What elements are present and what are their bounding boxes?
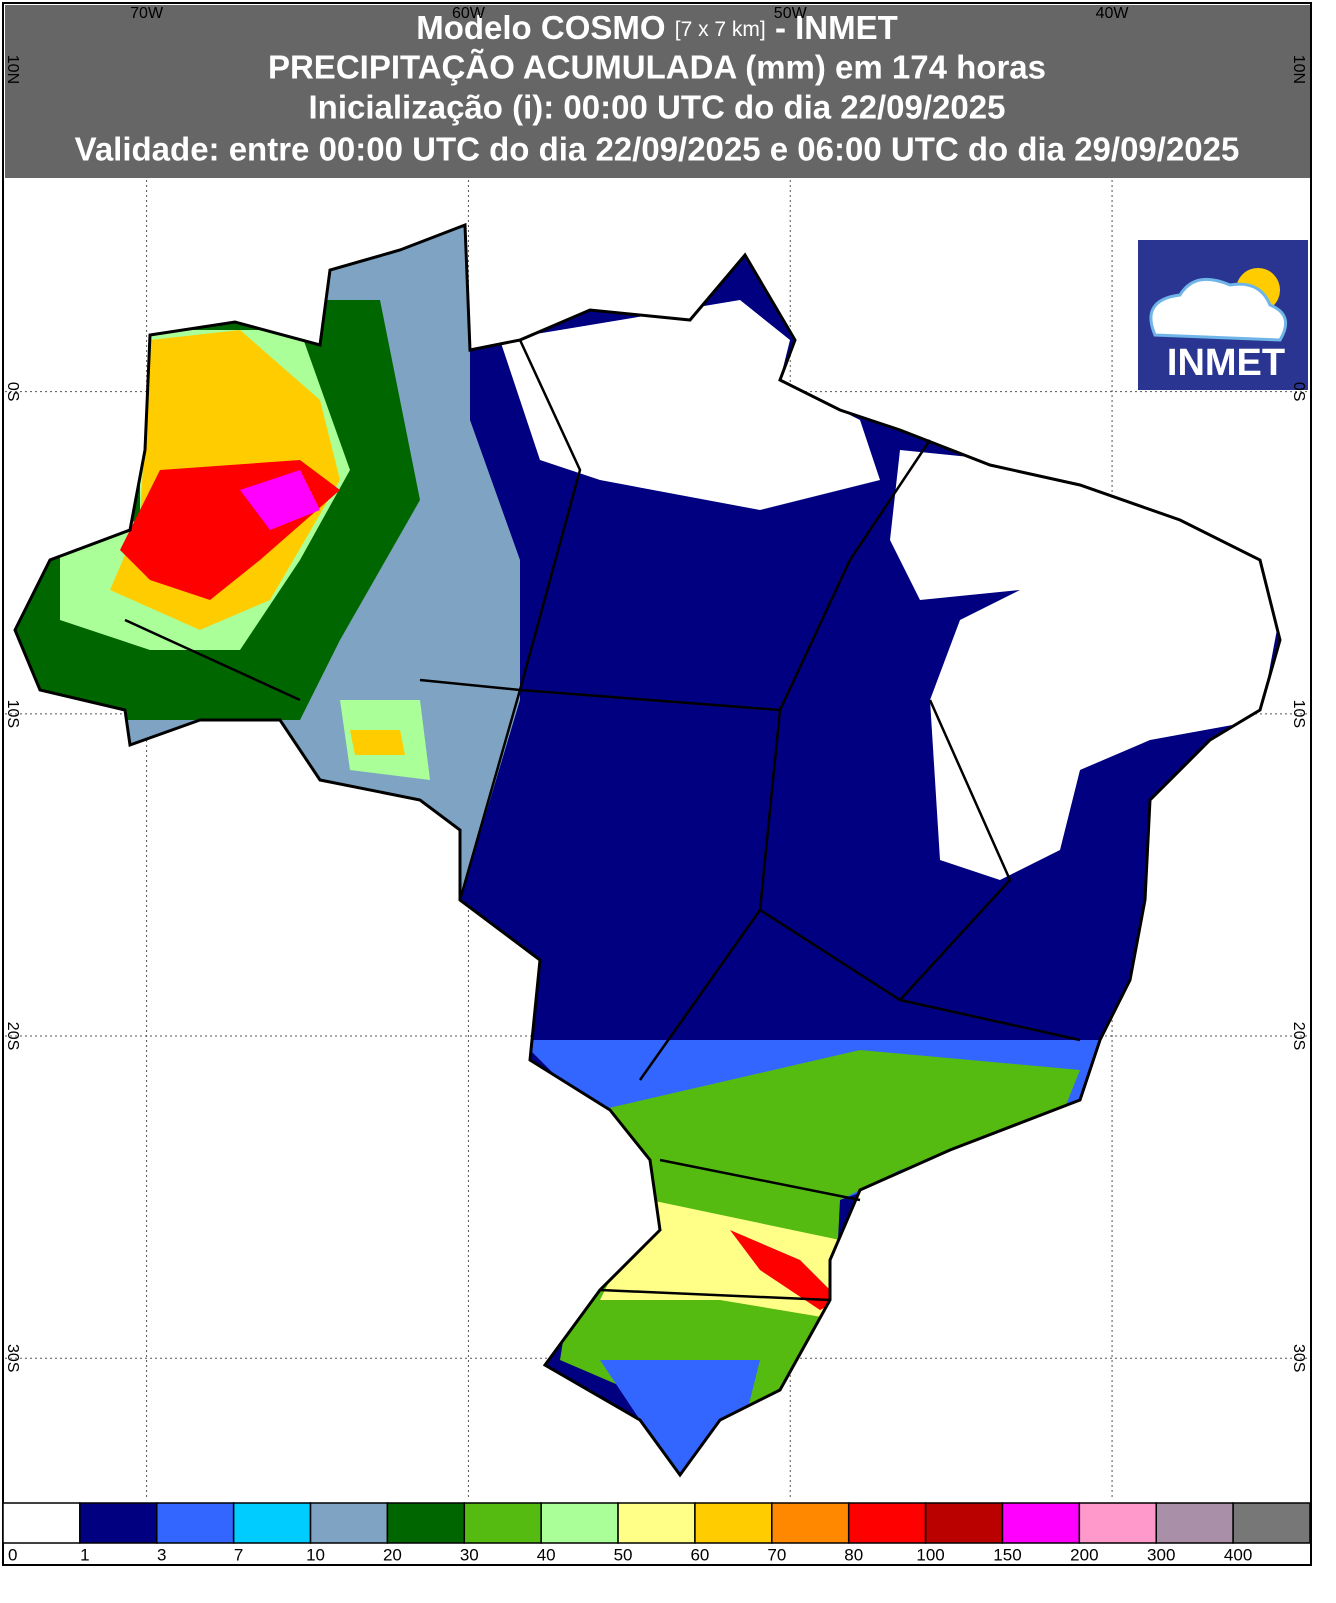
- lon-label: 70W: [130, 5, 164, 22]
- legend-label: 1: [80, 1545, 89, 1564]
- header-band: [5, 5, 1310, 178]
- legend-swatch: [1232, 1502, 1311, 1544]
- legend-swatch: [771, 1502, 850, 1544]
- lat-label: 10S: [1290, 700, 1307, 728]
- legend-label: 60: [690, 1545, 709, 1564]
- title-suffix: - INMET: [775, 9, 898, 46]
- legend-label: 150: [993, 1545, 1021, 1564]
- legend-swatch: [463, 1502, 542, 1544]
- title-main: Modelo COSMO: [416, 9, 665, 46]
- legend-swatch: [2, 1502, 81, 1544]
- dry-zone: [890, 450, 1280, 880]
- field-zone: [730, 1230, 840, 1310]
- legend-label: 30: [460, 1545, 479, 1564]
- lon-label: 50W: [774, 5, 808, 22]
- legend-label: 300: [1147, 1545, 1175, 1564]
- legend-label: 70: [767, 1545, 786, 1564]
- lon-label: 60W: [452, 5, 486, 22]
- legend-label: 0: [8, 1545, 17, 1564]
- lat-label: 10S: [4, 700, 21, 728]
- legend-label: 40: [537, 1545, 556, 1564]
- dry-zone: [500, 300, 880, 510]
- legend-label: 100: [916, 1545, 944, 1564]
- title-line: Inicialização (i): 00:00 UTC do dia 22/0…: [309, 89, 1006, 126]
- legend-swatch: [79, 1502, 158, 1544]
- field-zone: [560, 1050, 1080, 1420]
- legend-swatch: [156, 1502, 235, 1544]
- legend-label: 80: [844, 1545, 863, 1564]
- lat-label: 0S: [1290, 382, 1307, 402]
- lat-label: 30S: [1290, 1344, 1307, 1372]
- title-line: Validade: entre 00:00 UTC do dia 22/09/2…: [75, 131, 1240, 168]
- legend-swatch: [847, 1502, 927, 1544]
- legend-label: 20: [383, 1545, 402, 1564]
- legend-swatch: [232, 1502, 312, 1544]
- legend-swatch: [617, 1502, 696, 1544]
- state-borders: [124, 339, 1081, 1302]
- legend-swatch: [309, 1502, 389, 1544]
- logo-text: INMET: [1167, 342, 1285, 384]
- field-zone: [350, 730, 405, 755]
- lat-label: 10N: [4, 55, 21, 84]
- legend-label: 10: [306, 1545, 325, 1564]
- title-line: Modelo COSMO [7 x 7 km] - INMET: [416, 9, 898, 46]
- legend-label: 200: [1070, 1545, 1098, 1564]
- legend-swatch: [924, 1502, 1004, 1544]
- lat-label: 10N: [1290, 55, 1307, 84]
- field-zone: [240, 470, 320, 530]
- legend-label: 400: [1224, 1545, 1252, 1564]
- legend-swatch: [1078, 1502, 1157, 1544]
- title-resolution: [7 x 7 km]: [675, 18, 766, 41]
- logo-cloud: [1149, 277, 1288, 342]
- lat-label: 0S: [4, 382, 21, 402]
- lat-label: 20S: [4, 1022, 21, 1050]
- legend-label: 7: [234, 1545, 243, 1564]
- legend-swatch: [540, 1502, 619, 1544]
- title-line: PRECIPITAÇÃO ACUMULADA (mm) em 174 horas: [268, 49, 1046, 86]
- legend-swatch: [694, 1502, 773, 1544]
- lon-label: 40W: [1096, 5, 1130, 22]
- legend-swatch: [386, 1502, 466, 1544]
- legend-label: 50: [614, 1545, 633, 1564]
- logo: INMET: [1138, 240, 1308, 390]
- lat-label: 20S: [1290, 1022, 1307, 1050]
- legend-swatch: [1155, 1502, 1234, 1544]
- lat-label: 30S: [4, 1344, 21, 1372]
- legend: 0 1 3 7 10 20 30 40 50 60 70 80 100 150 200 300 400: [2, 1502, 1311, 1564]
- legend-label: 3: [157, 1545, 166, 1564]
- legend-swatch: [1001, 1502, 1081, 1544]
